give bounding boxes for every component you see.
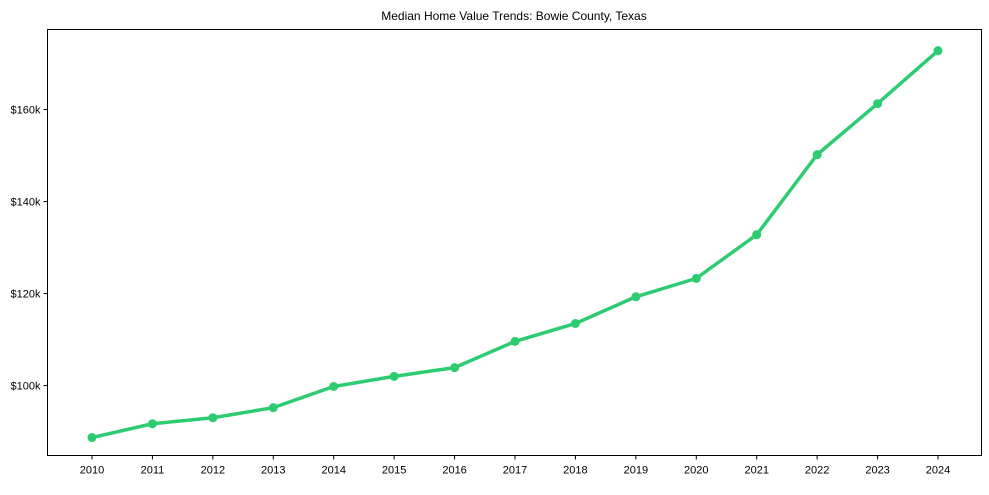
plot-area: [47, 29, 982, 456]
data-point-2023: [873, 99, 883, 109]
data-point-2020: [691, 273, 701, 283]
y-tick-label: $160k: [11, 105, 41, 117]
x-tick-label: 2022: [805, 465, 829, 477]
chart-title: Median Home Value Trends: Bowie County, …: [381, 9, 646, 23]
x-tick-label: 2018: [563, 465, 587, 477]
x-tick-label: 2020: [684, 465, 708, 477]
x-tick-label: 2012: [201, 465, 225, 477]
data-point-2019: [631, 292, 641, 302]
data-point-2024: [933, 46, 943, 56]
data-point-2018: [570, 318, 580, 328]
data-point-2016: [450, 363, 460, 373]
y-tick-label: $140k: [11, 197, 41, 209]
data-point-2010: [87, 433, 97, 443]
x-tick-label: 2019: [624, 465, 648, 477]
data-point-2017: [510, 336, 520, 346]
x-tick-label: 2014: [321, 465, 345, 477]
x-tick-label: 2016: [442, 465, 466, 477]
x-tick-label: 2021: [744, 465, 768, 477]
x-tick-label: 2015: [382, 465, 406, 477]
x-tick-label: 2010: [80, 465, 104, 477]
x-tick-label: 2017: [503, 465, 527, 477]
x-tick-label: 2011: [141, 465, 165, 477]
x-tick-label: 2013: [261, 465, 285, 477]
data-point-2014: [329, 381, 339, 391]
series-line: [91, 49, 940, 440]
data-point-2013: [268, 403, 278, 413]
data-point-2012: [208, 413, 218, 423]
x-tick-label: 2024: [926, 465, 950, 477]
y-tick-label: $120k: [11, 289, 41, 301]
data-point-2015: [389, 371, 399, 381]
x-tick-label: 2023: [865, 465, 889, 477]
data-point-2022: [812, 150, 822, 160]
data-point-2011: [147, 419, 157, 429]
data-point-2021: [752, 230, 762, 240]
y-tick-label: $100k: [11, 381, 41, 393]
